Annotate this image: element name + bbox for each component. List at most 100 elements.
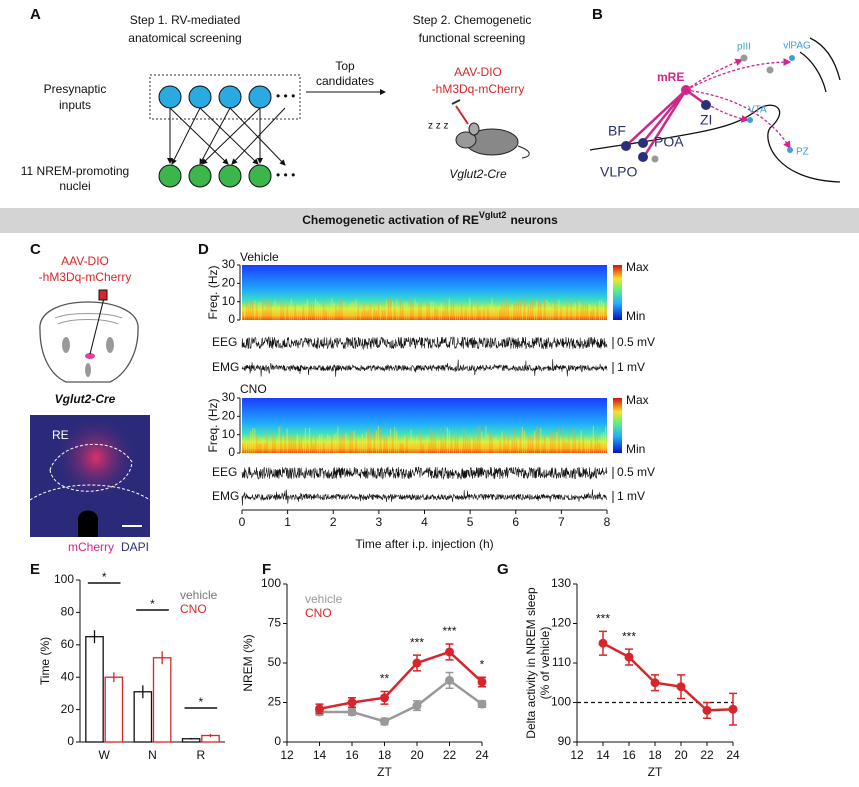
region: mRE (657, 70, 684, 84)
spectrogram-band (323, 300, 325, 320)
region: VLPO (600, 164, 637, 180)
spectrogram-band (272, 432, 274, 453)
spectrogram-band (507, 434, 509, 453)
spectrogram-band (471, 437, 473, 453)
spectrogram-band (584, 303, 586, 320)
tick-label: 2 (330, 515, 337, 529)
spectrogram-band (499, 308, 501, 320)
spectrogram-band (420, 429, 422, 453)
spectrogram-band (359, 310, 361, 320)
spectrogram-band (438, 307, 440, 320)
spectrogram-band (294, 302, 296, 320)
spectrogram-band (542, 304, 544, 320)
sleep-z: z z z (428, 121, 449, 132)
colorbar (613, 265, 622, 320)
spectrogram-band (469, 438, 471, 453)
spectrogram-band (361, 311, 363, 320)
spectrogram-band (540, 427, 542, 453)
spectrogram-band (284, 310, 286, 320)
spectrogram-band (489, 304, 491, 320)
spectrogram-band (343, 433, 345, 453)
point (412, 658, 422, 668)
coronal-section (39, 289, 139, 383)
spectrogram-band (477, 300, 479, 320)
region: POA (654, 134, 684, 150)
spectrogram-band (329, 309, 331, 320)
spectrogram-band (377, 425, 380, 453)
spectrogram-band (298, 306, 300, 320)
step-title: anatomical screening (128, 31, 241, 45)
spectrogram-band (373, 308, 376, 320)
spectrogram-band (312, 444, 315, 453)
spectrogram-band (570, 438, 572, 453)
spectrogram-band (432, 301, 434, 320)
spectrogram-band (420, 301, 422, 320)
spectrogram-band (335, 305, 337, 320)
banner-sup: Vglut2 (479, 210, 507, 220)
legend-entry: vehicle (305, 592, 343, 606)
spectrogram-band (515, 302, 517, 320)
spectrogram-band (558, 427, 560, 453)
y-tick-label: 120 (551, 616, 571, 630)
spectrogram-band (560, 307, 562, 320)
spectrogram-band (422, 305, 424, 320)
colorbar-label: Max (626, 393, 649, 407)
spectrogram-band (286, 304, 288, 320)
spectrogram-band (497, 306, 499, 320)
spectrogram-band (444, 300, 446, 320)
spectrogram-band (465, 308, 467, 320)
spectrogram-band (436, 442, 438, 453)
spectrogram-band (487, 433, 489, 453)
tick-label: 5 (467, 515, 474, 529)
spectrogram-band (588, 303, 590, 320)
spectrogram-band (244, 443, 246, 453)
spectrogram-band (404, 435, 406, 453)
spectrogram-band (310, 435, 313, 453)
spectrogram-band (304, 428, 307, 453)
spectrogram-band (552, 303, 554, 320)
trace-label: EMG (212, 360, 239, 374)
spectrogram-band (536, 426, 538, 453)
y-tick-label: 90 (558, 734, 572, 748)
spectrogram-band (452, 301, 455, 320)
spectrogram-band (349, 431, 351, 453)
region: PZ (796, 147, 809, 158)
tick-label: 6 (512, 515, 519, 529)
spectrogram-band (592, 425, 595, 453)
spectrogram-band (604, 300, 607, 320)
trace (241, 489, 608, 506)
brain-outline (589, 104, 841, 183)
spectrogram-band (590, 311, 592, 320)
spectrogram-band (602, 302, 605, 320)
spectrogram-band (321, 433, 323, 453)
spectrogram-band (416, 436, 418, 453)
y-tick-label: 0 (274, 734, 281, 748)
bar (85, 636, 104, 743)
spectrogram-band (463, 309, 465, 320)
spectrogram-band (396, 299, 398, 320)
spectrogram-band (428, 304, 430, 320)
spectrogram-band (538, 299, 540, 320)
spectrogram-band (586, 302, 588, 320)
significance: * (150, 597, 155, 611)
spectrogram-band (523, 430, 526, 453)
spectrogram-band (586, 442, 588, 453)
spectrogram-band (256, 435, 258, 453)
banner-end: neurons (510, 213, 558, 227)
point (477, 677, 487, 687)
spectrogram-band (540, 303, 542, 320)
spectrogram-band (254, 428, 256, 453)
spectrogram-band (491, 298, 493, 320)
spectrogram-band (400, 443, 402, 453)
spectrogram-band (351, 431, 353, 453)
spectrogram-band (473, 429, 475, 453)
y-tick-label: 20 (61, 702, 75, 716)
spectrogram-band (428, 442, 430, 453)
spectrogram-band (379, 428, 382, 453)
region: pIII (737, 42, 751, 53)
x-tick-label: 16 (345, 748, 359, 762)
spectrogram-band (375, 311, 378, 320)
spectrogram-band (388, 436, 390, 453)
spectrogram-band (463, 427, 465, 453)
spectrogram-band (580, 429, 582, 453)
